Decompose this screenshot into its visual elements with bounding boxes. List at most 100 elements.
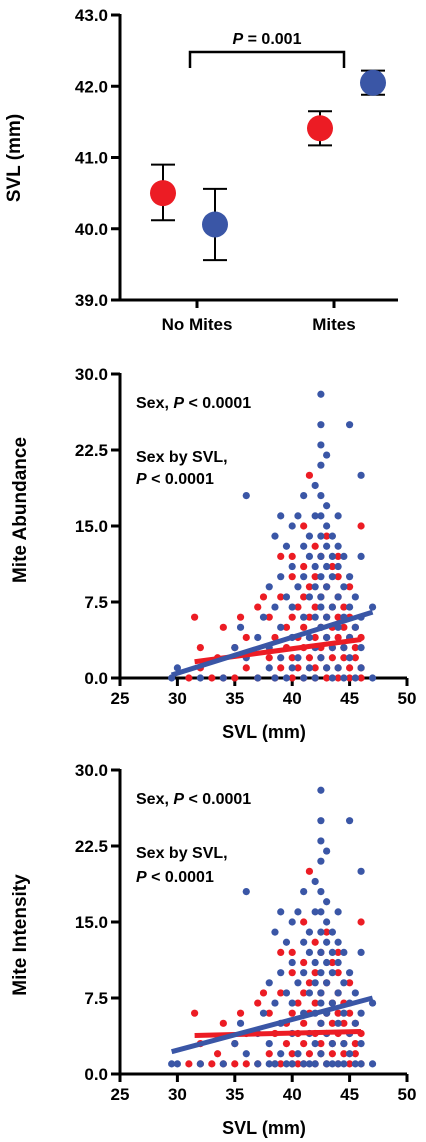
red-data-point [311, 999, 319, 1007]
red-data-point [328, 1019, 336, 1027]
blue-data-point [219, 674, 227, 682]
blue-data-point [323, 502, 331, 510]
red-mean-point [307, 115, 333, 142]
blue-data-point [311, 1060, 319, 1068]
blue-data-point [311, 674, 319, 682]
red-data-point [300, 1019, 308, 1027]
red-data-point [282, 1040, 291, 1048]
blue-data-point [357, 1040, 365, 1048]
blue-data-point [323, 583, 331, 591]
blue-data-point [294, 908, 302, 916]
blue-data-point [334, 593, 342, 601]
x-tick-label: 45 [340, 1085, 359, 1104]
red-data-point [346, 1009, 354, 1017]
y-tick-label: 39.0 [75, 291, 108, 310]
x-axis-label: SVL (mm) [222, 1118, 306, 1138]
red-data-point [231, 674, 239, 682]
red-data-point [340, 623, 348, 631]
red-data-point [213, 1050, 222, 1058]
blue-data-point [323, 542, 331, 550]
blue-data-point [334, 989, 342, 997]
blue-data-point [294, 512, 302, 520]
blue-data-point [323, 918, 331, 926]
red-data-point [300, 958, 308, 967]
red-data-point [346, 979, 354, 987]
y-tick-label: 41.0 [75, 149, 108, 168]
panel-mite-intensity: Mite Intensity SVL (mm) 0.0 7.5 15.0 22.5 30… [10, 761, 416, 1138]
red-data-point [300, 522, 308, 530]
blue-trend-line [170, 609, 374, 678]
y-tick-label: 22.5 [75, 837, 108, 856]
blue-data-point [317, 573, 325, 581]
red-data-point [265, 1009, 273, 1017]
blue-data-point [317, 837, 325, 845]
blue-data-point [288, 522, 296, 530]
blue-data-point [173, 664, 181, 672]
blue-data-point [196, 674, 204, 682]
blue-data-point [334, 1060, 342, 1068]
red-data-point [346, 1060, 354, 1068]
blue-data-point [254, 674, 262, 682]
blue-data-point [346, 1050, 354, 1058]
red-data-point [277, 1060, 285, 1068]
stats-annotation: P < 0.0001 [136, 869, 214, 886]
blue-data-point [282, 674, 291, 682]
red-data-point [305, 654, 314, 662]
red-trend-line [194, 1028, 362, 1038]
blue-data-point [305, 593, 314, 601]
blue-data-point [277, 512, 285, 520]
blue-data-point [277, 969, 285, 977]
blue-data-point [340, 1040, 348, 1048]
red-data-point [305, 979, 314, 987]
significance-annotation: P = 0.001 [233, 31, 302, 48]
blue-data-point [328, 948, 336, 957]
red-data-point [340, 603, 348, 611]
red-data-point [265, 1050, 273, 1058]
stats-annotation: Sex by SVL, [136, 845, 228, 862]
blue-data-point [288, 918, 296, 926]
y-tick-label: 42.0 [75, 77, 108, 96]
red-data-point [254, 999, 262, 1007]
x-tick-label: 30 [168, 689, 187, 708]
blue-data-point [328, 573, 336, 581]
blue-data-point [271, 928, 279, 936]
blue-data-point [323, 847, 331, 855]
red-data-point [294, 999, 302, 1007]
blue-data-point [328, 969, 336, 977]
blue-data-point [346, 654, 354, 662]
blue-data-point [317, 857, 325, 865]
red-data-point [265, 613, 273, 621]
red-data-point [185, 674, 193, 682]
blue-data-point [277, 908, 285, 916]
stats-annotation: Sex by SVL, [136, 449, 228, 466]
blue-data-point [288, 958, 296, 967]
p-value: = 0.001 [243, 31, 301, 48]
blue-data-point [357, 867, 365, 875]
blue-data-point [300, 573, 308, 581]
blue-mean-point [360, 69, 386, 96]
blue-data-point [294, 1050, 302, 1058]
blue-data-point [346, 421, 354, 429]
blue-data-point [357, 471, 365, 479]
blue-data-point [259, 613, 268, 621]
blue-data-point [271, 1060, 279, 1068]
blue-data-point [317, 908, 325, 916]
red-data-point [305, 867, 314, 875]
stats-annotation: P < 0.0001 [136, 471, 214, 488]
blue-data-point [317, 492, 325, 500]
x-tick-label: 40 [283, 1085, 302, 1104]
panel-svl-comparison: SVL (mm) 39.0 40.0 41.0 42.0 43.0 No Mites M… [4, 6, 398, 334]
red-data-point [191, 1009, 199, 1017]
blue-data-point [323, 1060, 331, 1068]
blue-data-point [346, 817, 354, 825]
blue-data-point [317, 1050, 325, 1058]
blue-data-point [334, 512, 342, 520]
blue-data-point [323, 522, 331, 530]
red-data-point [300, 918, 308, 926]
blue-data-point [311, 1040, 319, 1048]
p-label: P [233, 31, 244, 48]
blue-mean-point [202, 211, 228, 238]
red-data-point [346, 583, 354, 591]
y-tick-label: 43.0 [75, 6, 108, 25]
blue-data-point [282, 1060, 291, 1068]
